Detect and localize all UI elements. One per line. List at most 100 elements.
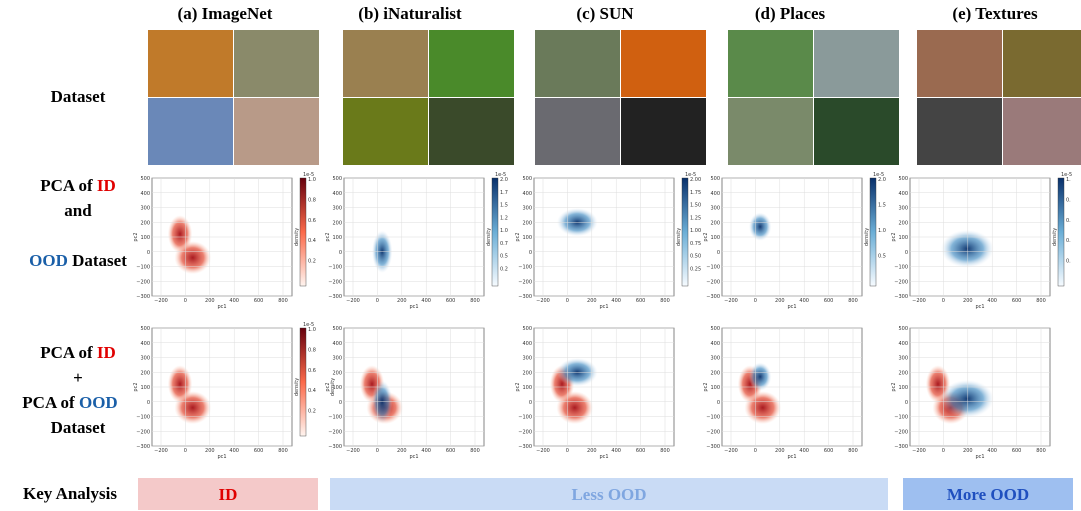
image-tile — [429, 30, 514, 97]
colorbar-label: density — [676, 228, 682, 246]
y-tick-label: 200 — [710, 220, 720, 226]
colorbar-tick-label: 0.4 — [308, 388, 316, 394]
colorbar-label: density — [294, 228, 300, 246]
y-tick-label: 400 — [522, 341, 532, 347]
label-part: PCA of — [22, 393, 79, 412]
image-tile — [234, 98, 319, 165]
y-tick-label: −300 — [706, 444, 720, 450]
image-tile — [1003, 98, 1081, 165]
label-part: OOD — [29, 251, 68, 270]
colorbar-tick-label: 1.0 — [308, 177, 316, 183]
x-tick-label: 600 — [446, 448, 456, 454]
colorbar-tick-label: 0.2 — [308, 409, 316, 415]
density-blob — [744, 391, 781, 424]
y-tick-label: −200 — [328, 429, 342, 435]
x-tick-label: 0 — [184, 448, 187, 454]
colorbar-tick-label: 2.0 — [878, 177, 886, 183]
y-tick-label: 500 — [332, 176, 342, 182]
x-tick-label: 400 — [229, 298, 239, 304]
y-tick-label: −100 — [706, 265, 720, 271]
x-tick-label: 400 — [611, 448, 621, 454]
y-tick-label: 500 — [140, 176, 150, 182]
figure: (a) ImageNet(b) iNaturalist(c) SUN(d) Pl… — [0, 0, 1081, 511]
label-part: PCA of — [40, 343, 97, 362]
colorbar-tick-label: 0.5 — [500, 254, 508, 260]
x-tick-label: 800 — [470, 298, 480, 304]
x-tick-label: −200 — [724, 298, 738, 304]
y-axis-label: pc2 — [515, 232, 521, 241]
y-tick-label: −300 — [894, 294, 908, 300]
x-tick-label: 200 — [963, 448, 973, 454]
row-label: + — [73, 368, 83, 387]
x-tick-label: 400 — [421, 298, 431, 304]
density-blob — [174, 391, 211, 424]
x-axis-label: pc1 — [409, 304, 418, 310]
x-tick-label: 600 — [824, 298, 834, 304]
y-tick-label: 0 — [717, 400, 720, 406]
x-tick-label: 600 — [254, 448, 264, 454]
y-tick-label: 100 — [710, 385, 720, 391]
colorbar-label: density — [1052, 228, 1058, 246]
label-part: OOD — [79, 393, 118, 412]
colorbar-tick-label: 0. — [1066, 197, 1071, 203]
y-tick-label: −200 — [518, 429, 532, 435]
density-plot: −20002004006008005004003002001000−100−20… — [325, 172, 508, 310]
y-tick-label: −300 — [328, 444, 342, 450]
y-tick-label: 200 — [332, 220, 342, 226]
x-tick-label: 400 — [987, 298, 997, 304]
y-tick-label: 500 — [332, 326, 342, 332]
x-axis-label: pc1 — [975, 304, 984, 310]
colorbar — [300, 178, 306, 286]
y-tick-label: 100 — [332, 235, 342, 241]
x-tick-label: −200 — [154, 298, 168, 304]
y-tick-label: 300 — [710, 206, 720, 212]
y-tick-label: 0 — [717, 250, 720, 256]
y-tick-label: 500 — [710, 176, 720, 182]
colorbar-tick-label: 1.7 — [500, 190, 508, 196]
x-tick-label: 0 — [566, 298, 569, 304]
colorbar-tick-label: 0.5 — [878, 254, 886, 260]
density-plot: −20002004006008005004003002001000−100−20… — [325, 326, 484, 460]
y-tick-label: 300 — [332, 206, 342, 212]
y-tick-label: −300 — [136, 294, 150, 300]
y-tick-label: −100 — [894, 265, 908, 271]
x-tick-label: −200 — [912, 448, 926, 454]
row-label: Key Analysis — [23, 484, 117, 503]
y-tick-label: −200 — [894, 279, 908, 285]
density-plot: −20002004006008005004003002001000−100−20… — [515, 326, 674, 460]
y-tick-label: 500 — [898, 326, 908, 332]
y-tick-label: 400 — [898, 341, 908, 347]
colorbar-tick-label: 1. — [1066, 177, 1071, 183]
y-tick-label: 500 — [710, 326, 720, 332]
x-tick-label: 800 — [1036, 298, 1046, 304]
x-tick-label: 800 — [660, 448, 670, 454]
colorbar-tick-label: 0.8 — [308, 197, 316, 203]
row-label: Dataset — [51, 418, 106, 437]
y-tick-label: 100 — [522, 385, 532, 391]
x-tick-label: 600 — [446, 298, 456, 304]
image-tile — [535, 98, 620, 165]
column-title: (d) Places — [755, 4, 826, 23]
y-tick-label: 400 — [522, 191, 532, 197]
y-tick-label: 300 — [898, 356, 908, 362]
colorbar-tick-label: 0.2 — [500, 266, 508, 272]
y-tick-label: 0 — [147, 250, 150, 256]
colorbar-tick-label: 0. — [1066, 218, 1071, 224]
y-tick-label: 300 — [522, 356, 532, 362]
y-tick-label: −300 — [518, 294, 532, 300]
x-tick-label: 0 — [942, 448, 945, 454]
colorbar-tick-label: 0.6 — [308, 368, 316, 374]
y-tick-label: 300 — [898, 206, 908, 212]
y-tick-label: 200 — [522, 370, 532, 376]
y-tick-label: 0 — [905, 400, 908, 406]
y-tick-label: 0 — [529, 400, 532, 406]
colorbar — [300, 328, 306, 436]
label-part: Dataset — [68, 251, 127, 270]
y-tick-label: 300 — [140, 356, 150, 362]
y-axis-label: pc2 — [891, 382, 897, 391]
x-tick-label: 600 — [824, 448, 834, 454]
y-tick-label: 100 — [898, 235, 908, 241]
